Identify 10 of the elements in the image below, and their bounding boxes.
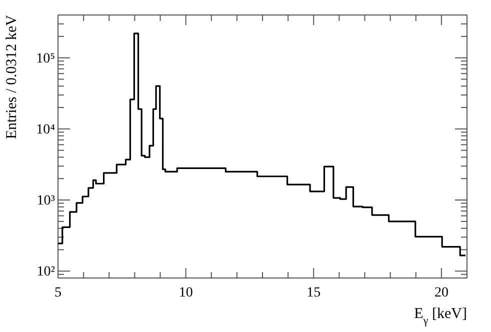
y-axis-title: Entries / 0.0312 keV bbox=[4, 14, 20, 140]
x-tick-label: 15 bbox=[306, 285, 321, 300]
y-tick-label: 10⁵ bbox=[36, 51, 56, 66]
y-tick-label: 10⁴ bbox=[36, 122, 56, 138]
y-tick-label: 10³ bbox=[36, 193, 55, 208]
x-axis-title: E$_{γ}$ [keV] bbox=[414, 306, 467, 327]
x-tick-label: 5 bbox=[54, 285, 62, 300]
x-tick-label: 10 bbox=[178, 285, 193, 300]
y-tick-label: 10² bbox=[36, 264, 55, 280]
x-tick-label: 20 bbox=[434, 285, 448, 300]
